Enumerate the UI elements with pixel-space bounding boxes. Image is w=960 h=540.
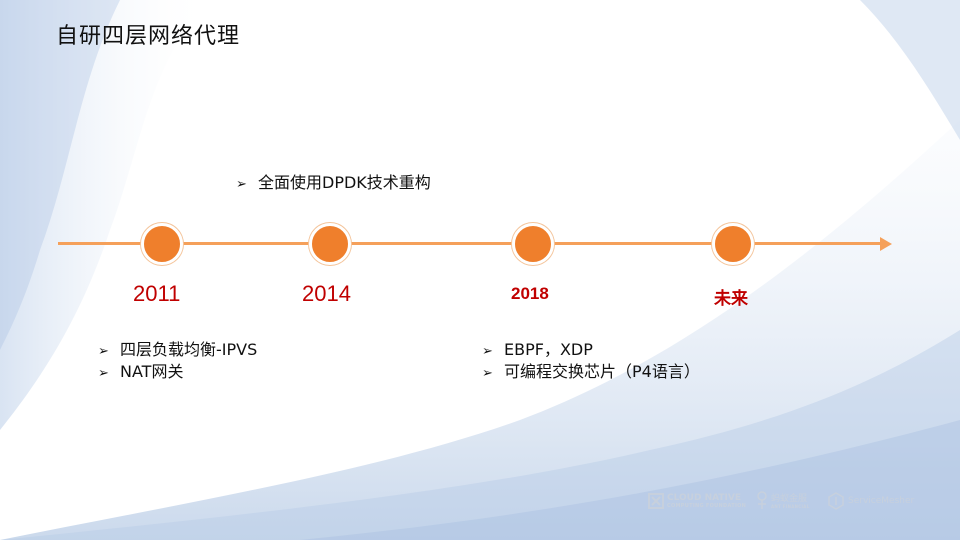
servicemesher-logo-icon	[828, 492, 844, 510]
cncf-logo: CLOUD NATIVE COMPUTING FOUNDATION	[648, 490, 746, 512]
list-item: ➢ EBPF，XDP	[482, 339, 700, 361]
bullet-arrow-icon: ➢	[482, 344, 493, 359]
list-item: ➢ 四层负载均衡-IPVS	[98, 339, 257, 361]
ant-financial-logo-icon	[757, 491, 767, 509]
milestone-dot-2018	[512, 223, 554, 265]
top-notes-list: ➢ 全面使用DPDK技术重构	[236, 172, 431, 194]
slide-title: 自研四层网络代理	[56, 24, 241, 49]
milestone-dot-2014	[309, 223, 351, 265]
milestone-year-2018: 2018	[511, 284, 549, 303]
notes-2018-list: ➢ EBPF，XDP ➢ 可编程交换芯片（P4语言）	[482, 339, 700, 383]
timeline-arrow-icon	[880, 237, 892, 251]
timeline-line	[58, 242, 886, 245]
notes-2011-list: ➢ 四层负载均衡-IPVS ➢ NAT网关	[98, 339, 257, 383]
milestone-dot-future	[712, 223, 754, 265]
cncf-logo-icon	[648, 493, 664, 509]
bullet-arrow-icon: ➢	[98, 344, 109, 359]
ant-financial-logo: 蚂蚁金服 ANT FINANCIAL	[755, 490, 810, 512]
bullet-arrow-icon: ➢	[98, 366, 109, 381]
milestone-year-2014: 2014	[302, 281, 351, 306]
list-item: ➢ NAT网关	[98, 361, 257, 383]
milestone-dot-2011	[141, 223, 183, 265]
list-item: ➢ 全面使用DPDK技术重构	[236, 172, 431, 194]
bullet-arrow-icon: ➢	[482, 366, 493, 381]
milestone-year-2011: 2011	[133, 281, 181, 306]
list-item: ➢ 可编程交换芯片（P4语言）	[482, 361, 700, 383]
bullet-arrow-icon: ➢	[236, 177, 247, 192]
servicemesher-logo: ServiceMesher	[828, 490, 914, 512]
milestone-year-future: 未来	[714, 289, 748, 308]
